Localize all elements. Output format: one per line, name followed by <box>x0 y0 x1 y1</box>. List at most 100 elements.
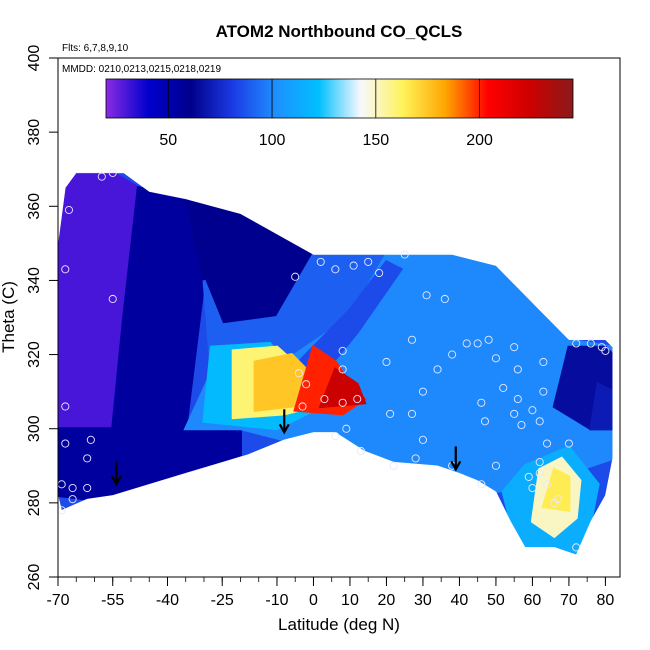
colorbar <box>105 78 574 119</box>
colorbar-tick-label: 150 <box>362 132 389 149</box>
chart-title: ATOM2 Northbound CO_QCLS <box>216 22 463 41</box>
x-tick-label: 60 <box>524 592 542 609</box>
sample-circle <box>542 480 552 489</box>
y-tick-label: 340 <box>26 267 43 294</box>
sample-circle <box>331 432 340 441</box>
sample-circle <box>86 435 95 444</box>
sample-circle <box>528 483 537 493</box>
sample-circle <box>535 417 544 426</box>
heatmap-region <box>58 427 242 501</box>
sample-circle <box>448 350 457 359</box>
x-axis-label: Latitude (deg N) <box>278 615 400 634</box>
sample-circle <box>316 257 325 266</box>
sample-circle <box>407 409 417 418</box>
sample-circle <box>517 420 526 430</box>
arrow-markers <box>110 409 462 487</box>
down-arrow <box>278 409 290 435</box>
sample-circle <box>513 395 522 404</box>
sample-circle <box>302 380 311 389</box>
y-tick-label: 400 <box>26 45 43 72</box>
y-tick-label: 320 <box>26 341 43 368</box>
sample-circle <box>440 294 449 304</box>
sample-circle <box>411 454 420 463</box>
sample-circle <box>422 291 431 300</box>
sample-circle <box>480 417 490 426</box>
sample-circle <box>291 272 300 281</box>
sample-circle <box>510 343 519 352</box>
x-tick-label: 40 <box>451 592 469 609</box>
y-tick-label: 360 <box>26 193 43 220</box>
sample-circle <box>61 402 70 411</box>
y-axis: 260 280 300 320 340 360 380 400 <box>26 45 58 591</box>
sample-circle <box>338 398 347 407</box>
sample-circle <box>386 409 395 418</box>
sample-circle <box>510 409 519 418</box>
sample-circle <box>68 483 77 493</box>
x-tick-label: -70 <box>46 592 69 609</box>
sample-circle <box>83 454 92 463</box>
sample-circle <box>484 335 493 344</box>
heatmap-field <box>58 172 613 555</box>
sample-circle <box>539 387 548 396</box>
sample-circle <box>108 168 117 177</box>
sample-circle <box>601 346 610 355</box>
sample-circle <box>473 339 482 348</box>
domain-outline <box>57 172 613 556</box>
x-tick-label: 0 <box>309 592 318 609</box>
y-axis-label: Theta (C) <box>0 281 18 353</box>
sample-circle <box>491 354 500 363</box>
sample-circle <box>499 383 508 392</box>
y-tick-label: 280 <box>26 489 43 516</box>
down-arrow <box>450 446 462 472</box>
sample-circle <box>349 261 358 270</box>
colorbar-tick-label: 200 <box>466 132 493 149</box>
sample-circle <box>524 472 533 481</box>
x-tick-label: 50 <box>487 592 505 609</box>
y-tick-label: 300 <box>26 415 43 442</box>
sample-circle <box>542 439 552 448</box>
x-tick-label: 20 <box>378 592 396 609</box>
sample-circle <box>294 369 303 378</box>
sample-circle <box>68 495 77 504</box>
sample-circle <box>375 268 384 278</box>
sample-circle <box>433 365 442 374</box>
sample-circle <box>528 406 537 415</box>
sample-circle <box>418 387 427 396</box>
sample-circle <box>331 265 340 274</box>
heatmap-region <box>541 467 571 513</box>
y-tick-label: 260 <box>26 564 43 591</box>
sample-circle <box>108 294 117 304</box>
x-tick-label: -10 <box>265 592 288 609</box>
sample-circle <box>64 205 73 215</box>
sample-circle <box>97 172 106 181</box>
x-tick-label: 10 <box>341 592 359 609</box>
sample-circle <box>535 458 544 467</box>
sample-circle <box>356 446 365 456</box>
x-axis: -70 -55 -40 -25 -10 0 10 20 30 40 50 60 70 80 <box>46 577 614 609</box>
sample-circle <box>320 395 329 404</box>
sample-circle <box>477 480 486 489</box>
x-tick-label: 70 <box>560 592 578 609</box>
sample-circle <box>338 346 347 355</box>
sample-circle <box>418 435 427 444</box>
colorbar-tick-label: 50 <box>159 132 177 149</box>
sample-circle <box>61 265 70 274</box>
heatmap-region <box>318 367 367 409</box>
sample-circle <box>572 543 581 552</box>
sample-circle <box>83 483 92 493</box>
y-tick-label: 380 <box>26 119 43 146</box>
down-arrow <box>110 461 122 487</box>
sample-circle <box>491 461 500 470</box>
colorbar-ticks: 50 100 150 200 <box>159 79 493 149</box>
sample-circle <box>535 469 544 478</box>
x-tick-label: 80 <box>597 592 615 609</box>
sample-circle <box>564 439 573 448</box>
sample-circle <box>586 339 595 348</box>
sample-circle <box>477 398 486 407</box>
dates-label: MMDD: 0210,0213,0215,0218,0219 <box>62 64 221 75</box>
sample-circle <box>400 250 409 259</box>
sample-circle <box>407 335 417 344</box>
sample-circle <box>61 439 70 448</box>
flights-label: Flts: 6,7,8,9,10 <box>62 43 129 54</box>
